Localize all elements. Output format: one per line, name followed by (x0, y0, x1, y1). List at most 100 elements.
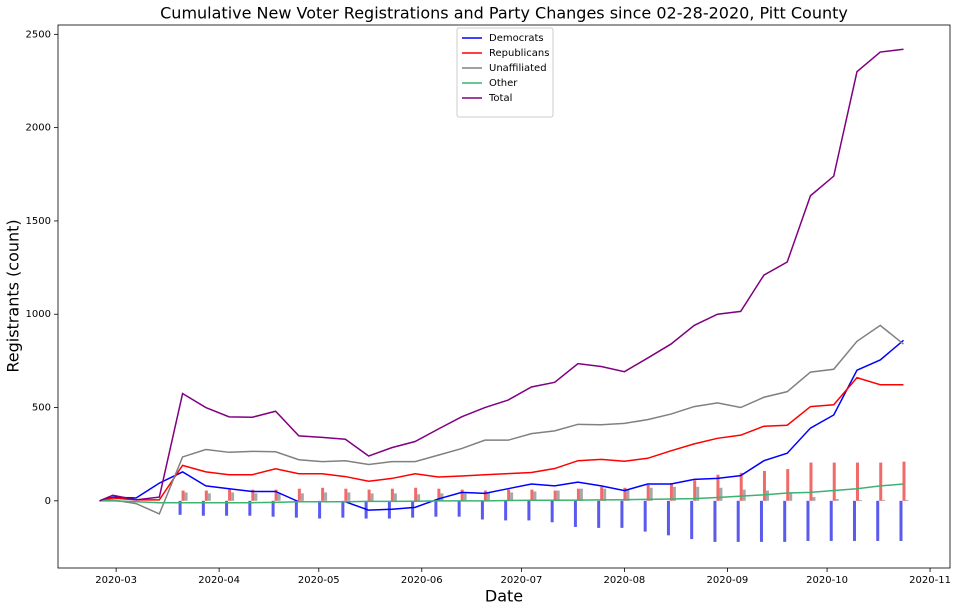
change-bar (204, 490, 208, 501)
change-bar (480, 500, 484, 520)
change-bar (899, 500, 903, 541)
change-bar (274, 489, 278, 501)
change-bar (181, 490, 185, 501)
change-bar (855, 462, 859, 501)
change-bar (440, 493, 444, 501)
change-bar (248, 500, 252, 516)
change-bar (696, 486, 700, 501)
change-bar (626, 489, 630, 501)
change-bar (905, 499, 909, 501)
change-bar (225, 500, 229, 516)
change-bar (806, 500, 810, 541)
change-bar (460, 489, 464, 501)
change-bar (902, 461, 906, 501)
change-bar (690, 500, 694, 540)
change-bar (620, 500, 624, 528)
change-bar (207, 493, 211, 501)
change-bar (414, 487, 418, 501)
change-bar (672, 486, 676, 501)
change-bar (600, 486, 604, 501)
change-bar (882, 499, 886, 501)
change-bar (550, 500, 554, 523)
change-bar (759, 500, 763, 542)
change-bar (393, 493, 397, 501)
change-bar (786, 469, 790, 501)
change-bar (669, 483, 673, 501)
change-bar (251, 489, 255, 501)
change-bar (649, 487, 653, 501)
change-bar (693, 480, 697, 501)
change-bar (486, 492, 490, 501)
x-tick-label: 2020-06 (401, 575, 443, 586)
y-tick-label: 2500 (26, 29, 51, 40)
change-bar (417, 494, 421, 501)
change-bar (623, 487, 627, 501)
y-tick-label: 1500 (26, 216, 51, 227)
plot-frame (57, 24, 951, 569)
y-tick-label: 2000 (26, 123, 51, 134)
change-bar (434, 500, 438, 517)
change-bar (318, 500, 322, 519)
change-bar (666, 500, 670, 536)
change-bar (344, 488, 348, 501)
change-bar (271, 500, 275, 517)
change-bar (739, 472, 743, 501)
change-bar (603, 488, 607, 501)
change-bar (716, 474, 720, 501)
change-bar (553, 490, 557, 501)
change-bar (341, 500, 345, 518)
legend-label: Democrats (489, 33, 544, 44)
change-bar (411, 500, 415, 518)
change-bar (184, 492, 188, 501)
change-bar (504, 500, 508, 521)
change-bar (294, 500, 298, 518)
series-line (99, 339, 904, 511)
x-tick-label: 2020-09 (707, 575, 749, 586)
change-bar (370, 493, 374, 501)
legend-label: Other (489, 78, 518, 89)
legend-label: Total (488, 93, 512, 104)
change-bar (321, 487, 325, 501)
change-bar (858, 499, 862, 501)
x-axis-label: Date (485, 587, 523, 606)
x-tick-label: 2020-10 (806, 575, 848, 586)
change-bar (879, 462, 883, 501)
y-tick-label: 500 (32, 403, 51, 414)
change-bar (765, 490, 769, 501)
series-line (99, 483, 904, 504)
series-line (99, 324, 904, 515)
x-tick-label: 2020-11 (909, 575, 951, 586)
change-bar (533, 491, 537, 501)
change-bar (829, 500, 833, 541)
change-bar (719, 487, 723, 501)
x-tick-label: 2020-05 (298, 575, 340, 586)
change-bar (832, 462, 836, 501)
change-bar (527, 500, 531, 521)
change-bar (713, 500, 717, 542)
y-axis-label: Registrants (count) (4, 219, 23, 372)
change-bar (876, 500, 880, 541)
change-bar (646, 484, 650, 501)
change-bar (228, 489, 232, 501)
change-bar (437, 488, 441, 501)
change-bar (783, 500, 787, 542)
change-bar (530, 489, 534, 501)
change-bar (297, 488, 301, 501)
change-bar (510, 492, 514, 501)
change-bar (178, 500, 182, 515)
change-bar (457, 500, 461, 517)
x-tick-label: 2020-03 (95, 575, 137, 586)
change-bar (201, 500, 205, 516)
change-bar (347, 492, 351, 501)
change-bar (597, 500, 601, 528)
y-tick-label: 1000 (26, 309, 51, 320)
legend-box (456, 27, 554, 118)
change-bar (367, 489, 371, 501)
change-bar (254, 493, 258, 501)
series-line (99, 376, 904, 502)
change-bar (835, 498, 839, 501)
change-bar (483, 490, 487, 501)
change-bar (789, 492, 793, 501)
change-bar (809, 462, 813, 501)
